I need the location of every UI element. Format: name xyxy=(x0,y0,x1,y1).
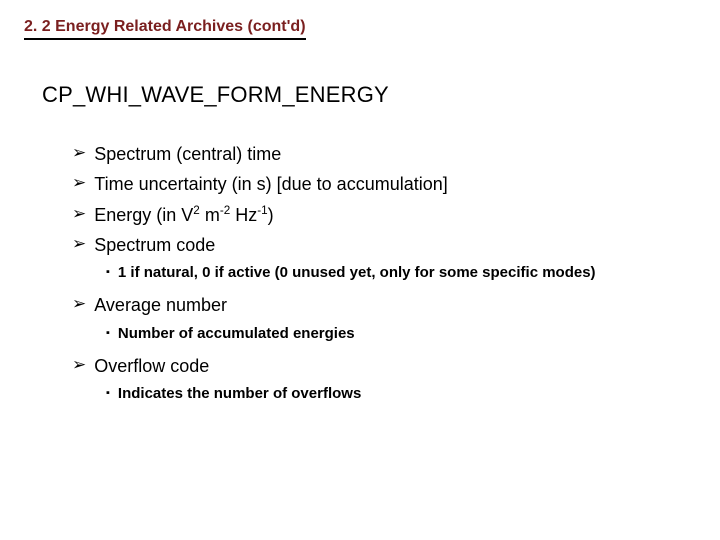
list-item-level1: ➢ Spectrum code xyxy=(72,233,696,257)
list-item-level1: ➢ Spectrum (central) time xyxy=(72,142,696,166)
list-item-level1: ➢ Energy (in V2 m-2 Hz-1) xyxy=(72,203,696,227)
section-heading: 2. 2 Energy Related Archives (cont'd) xyxy=(24,18,306,40)
list-item-text: 1 if natural, 0 if active (0 unused yet,… xyxy=(118,263,596,283)
list-item-text: Spectrum code xyxy=(94,233,215,257)
list-item-level1: ➢ Average number xyxy=(72,293,696,317)
arrow-bullet-icon: ➢ xyxy=(72,354,86,377)
list-item-level1: ➢ Overflow code xyxy=(72,354,696,378)
list-item-level1: ➢ Time uncertainty (in s) [due to accumul… xyxy=(72,172,696,196)
slide-container: 2. 2 Energy Related Archives (cont'd) CP… xyxy=(0,0,720,540)
list-item-text: Average number xyxy=(94,293,227,317)
list-item-text: Energy (in V2 m-2 Hz-1) xyxy=(94,203,273,227)
list-item-text: Indicates the number of overflows xyxy=(118,384,361,404)
arrow-bullet-icon: ➢ xyxy=(72,233,86,256)
list-item-text: Time uncertainty (in s) [due to accumula… xyxy=(94,172,448,196)
list-item-text: Number of accumulated energies xyxy=(118,324,355,344)
square-bullet-icon: ▪ xyxy=(106,324,110,343)
slide-title: CP_WHI_WAVE_FORM_ENERGY xyxy=(42,82,696,108)
arrow-bullet-icon: ➢ xyxy=(72,172,86,195)
list-item-text: Overflow code xyxy=(94,354,209,378)
square-bullet-icon: ▪ xyxy=(106,263,110,282)
arrow-bullet-icon: ➢ xyxy=(72,293,86,316)
list-item-text: Spectrum (central) time xyxy=(94,142,281,166)
arrow-bullet-icon: ➢ xyxy=(72,142,86,165)
square-bullet-icon: ▪ xyxy=(106,384,110,403)
content-list: ➢ Spectrum (central) time ➢ Time uncertaint… xyxy=(24,142,696,405)
list-item-level2: ▪ Indicates the number of overflows xyxy=(106,384,696,404)
list-item-level2: ▪ Number of accumulated energies xyxy=(106,324,696,344)
arrow-bullet-icon: ➢ xyxy=(72,203,86,226)
list-item-level2: ▪ 1 if natural, 0 if active (0 unused yet… xyxy=(106,263,696,283)
